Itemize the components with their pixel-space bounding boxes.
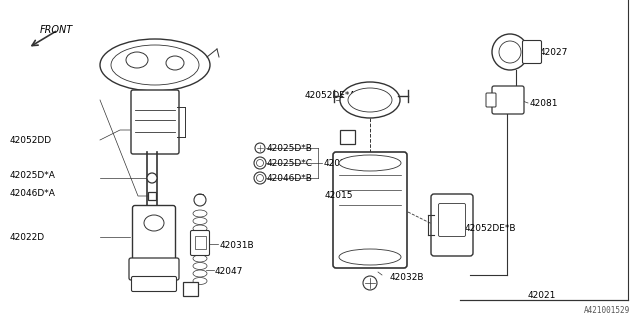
FancyBboxPatch shape xyxy=(131,276,177,292)
Ellipse shape xyxy=(193,247,207,254)
FancyBboxPatch shape xyxy=(492,86,524,114)
Ellipse shape xyxy=(111,45,199,85)
Text: 42081: 42081 xyxy=(530,99,559,108)
Text: 42052DD: 42052DD xyxy=(10,135,52,145)
Text: 42032B: 42032B xyxy=(390,273,424,282)
FancyBboxPatch shape xyxy=(431,194,473,256)
Text: 42046D*A: 42046D*A xyxy=(10,188,56,197)
FancyBboxPatch shape xyxy=(191,230,209,255)
Bar xyxy=(148,192,156,200)
Text: 42025D*B: 42025D*B xyxy=(267,143,313,153)
Ellipse shape xyxy=(100,39,210,91)
Circle shape xyxy=(147,173,157,183)
FancyBboxPatch shape xyxy=(438,204,465,236)
Ellipse shape xyxy=(193,255,207,262)
FancyBboxPatch shape xyxy=(486,93,496,107)
Text: 42015: 42015 xyxy=(325,190,353,199)
Text: 42027: 42027 xyxy=(540,47,568,57)
Text: 42024: 42024 xyxy=(324,158,352,167)
FancyBboxPatch shape xyxy=(132,205,175,262)
Text: A421001529: A421001529 xyxy=(584,306,630,315)
Ellipse shape xyxy=(193,225,207,232)
Ellipse shape xyxy=(126,52,148,68)
Circle shape xyxy=(194,194,206,206)
FancyBboxPatch shape xyxy=(195,236,205,249)
Text: 42046D*B: 42046D*B xyxy=(267,173,313,182)
Text: A: A xyxy=(344,132,351,141)
Circle shape xyxy=(499,41,521,63)
Text: 42022D: 42022D xyxy=(10,233,45,242)
Text: 42025D*C: 42025D*C xyxy=(267,158,313,167)
Ellipse shape xyxy=(193,262,207,269)
Ellipse shape xyxy=(348,88,392,112)
Ellipse shape xyxy=(339,155,401,171)
FancyBboxPatch shape xyxy=(182,282,198,295)
Circle shape xyxy=(254,172,266,184)
Circle shape xyxy=(255,143,265,153)
Ellipse shape xyxy=(144,215,164,231)
Circle shape xyxy=(492,34,528,70)
Ellipse shape xyxy=(193,270,207,277)
Text: 42052DE*A: 42052DE*A xyxy=(305,91,356,100)
Ellipse shape xyxy=(193,277,207,284)
FancyBboxPatch shape xyxy=(129,258,179,280)
FancyBboxPatch shape xyxy=(339,130,355,143)
Text: 42025D*A: 42025D*A xyxy=(10,171,56,180)
Circle shape xyxy=(257,174,264,181)
Text: 42047: 42047 xyxy=(215,268,243,276)
Circle shape xyxy=(257,159,264,166)
Text: FRONT: FRONT xyxy=(40,25,73,35)
Text: A: A xyxy=(186,284,193,293)
Text: 42031B: 42031B xyxy=(220,241,255,250)
Ellipse shape xyxy=(193,240,207,247)
Text: 42021: 42021 xyxy=(528,291,556,300)
FancyBboxPatch shape xyxy=(522,41,541,63)
FancyBboxPatch shape xyxy=(333,152,407,268)
Ellipse shape xyxy=(339,249,401,265)
Ellipse shape xyxy=(166,56,184,70)
Ellipse shape xyxy=(193,210,207,217)
FancyBboxPatch shape xyxy=(131,90,179,154)
Text: 42052DE*B: 42052DE*B xyxy=(465,223,516,233)
Ellipse shape xyxy=(193,218,207,225)
Circle shape xyxy=(254,157,266,169)
Circle shape xyxy=(363,276,377,290)
Ellipse shape xyxy=(193,233,207,239)
Ellipse shape xyxy=(340,82,400,118)
